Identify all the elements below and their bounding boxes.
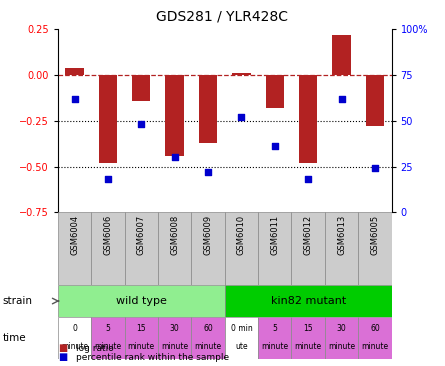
Bar	[99, 75, 117, 163]
Text: GSM6007: GSM6007	[137, 214, 146, 255]
Point	[138, 122, 145, 127]
Bar	[191, 317, 225, 359]
Bar	[358, 212, 392, 285]
Text: 0: 0	[72, 324, 77, 333]
Bar	[58, 285, 225, 317]
Text: 15: 15	[137, 324, 146, 333]
Bar	[91, 212, 125, 285]
Text: minute: minute	[94, 343, 121, 351]
Text: time: time	[2, 333, 26, 343]
Bar	[166, 75, 184, 156]
Text: GSM6012: GSM6012	[303, 214, 313, 255]
Bar	[325, 317, 358, 359]
Bar	[358, 317, 392, 359]
Text: strain: strain	[2, 296, 32, 306]
Text: ■: ■	[58, 343, 67, 353]
Bar	[291, 212, 325, 285]
Point	[305, 176, 312, 182]
Point	[372, 165, 379, 171]
Bar	[199, 75, 217, 143]
Text: 30: 30	[170, 324, 179, 333]
Text: 30: 30	[337, 324, 346, 333]
Text: minute: minute	[128, 343, 155, 351]
Point	[171, 154, 178, 160]
Text: ■: ■	[58, 352, 67, 362]
Text: GSM6006: GSM6006	[103, 214, 113, 255]
Text: GSM6010: GSM6010	[237, 214, 246, 255]
Text: minute: minute	[161, 343, 188, 351]
Bar	[158, 212, 191, 285]
Text: GSM6013: GSM6013	[337, 214, 346, 255]
Bar	[325, 212, 358, 285]
Text: 60: 60	[370, 324, 380, 333]
Text: percentile rank within the sample: percentile rank within the sample	[76, 353, 229, 362]
Bar	[65, 68, 84, 75]
Text: GSM6005: GSM6005	[370, 214, 380, 255]
Bar	[291, 317, 325, 359]
Bar	[58, 212, 91, 285]
Bar	[232, 73, 251, 75]
Point	[271, 143, 279, 149]
Text: minute: minute	[261, 343, 288, 351]
Point	[338, 96, 345, 102]
Point	[105, 176, 112, 182]
Text: GSM6011: GSM6011	[270, 214, 279, 255]
Bar	[158, 317, 191, 359]
Point	[205, 169, 212, 175]
Bar	[332, 35, 351, 75]
Text: ute: ute	[235, 343, 248, 351]
Bar	[191, 212, 225, 285]
Text: minute: minute	[61, 343, 88, 351]
Text: minute: minute	[194, 343, 222, 351]
Text: GDS281 / YLR428C: GDS281 / YLR428C	[157, 9, 288, 23]
Bar	[125, 317, 158, 359]
Bar	[258, 212, 291, 285]
Text: GSM6008: GSM6008	[170, 214, 179, 255]
Text: minute: minute	[295, 343, 322, 351]
Text: wild type: wild type	[116, 296, 167, 306]
Bar	[258, 317, 291, 359]
Bar	[225, 285, 392, 317]
Text: 0 min: 0 min	[231, 324, 252, 333]
Text: 5: 5	[105, 324, 110, 333]
Bar	[58, 317, 91, 359]
Bar	[91, 317, 125, 359]
Text: kin82 mutant: kin82 mutant	[271, 296, 346, 306]
Bar	[299, 75, 317, 163]
Bar	[225, 212, 258, 285]
Text: 60: 60	[203, 324, 213, 333]
Text: GSM6009: GSM6009	[203, 214, 213, 255]
Text: log ratio: log ratio	[76, 344, 113, 353]
Text: 15: 15	[303, 324, 313, 333]
Bar	[125, 212, 158, 285]
Text: minute: minute	[328, 343, 355, 351]
Bar	[225, 317, 258, 359]
Text: minute: minute	[361, 343, 388, 351]
Point	[238, 114, 245, 120]
Bar	[132, 75, 150, 101]
Text: 5: 5	[272, 324, 277, 333]
Bar	[366, 75, 384, 126]
Point	[71, 96, 78, 102]
Bar	[266, 75, 284, 108]
Text: GSM6004: GSM6004	[70, 214, 79, 255]
